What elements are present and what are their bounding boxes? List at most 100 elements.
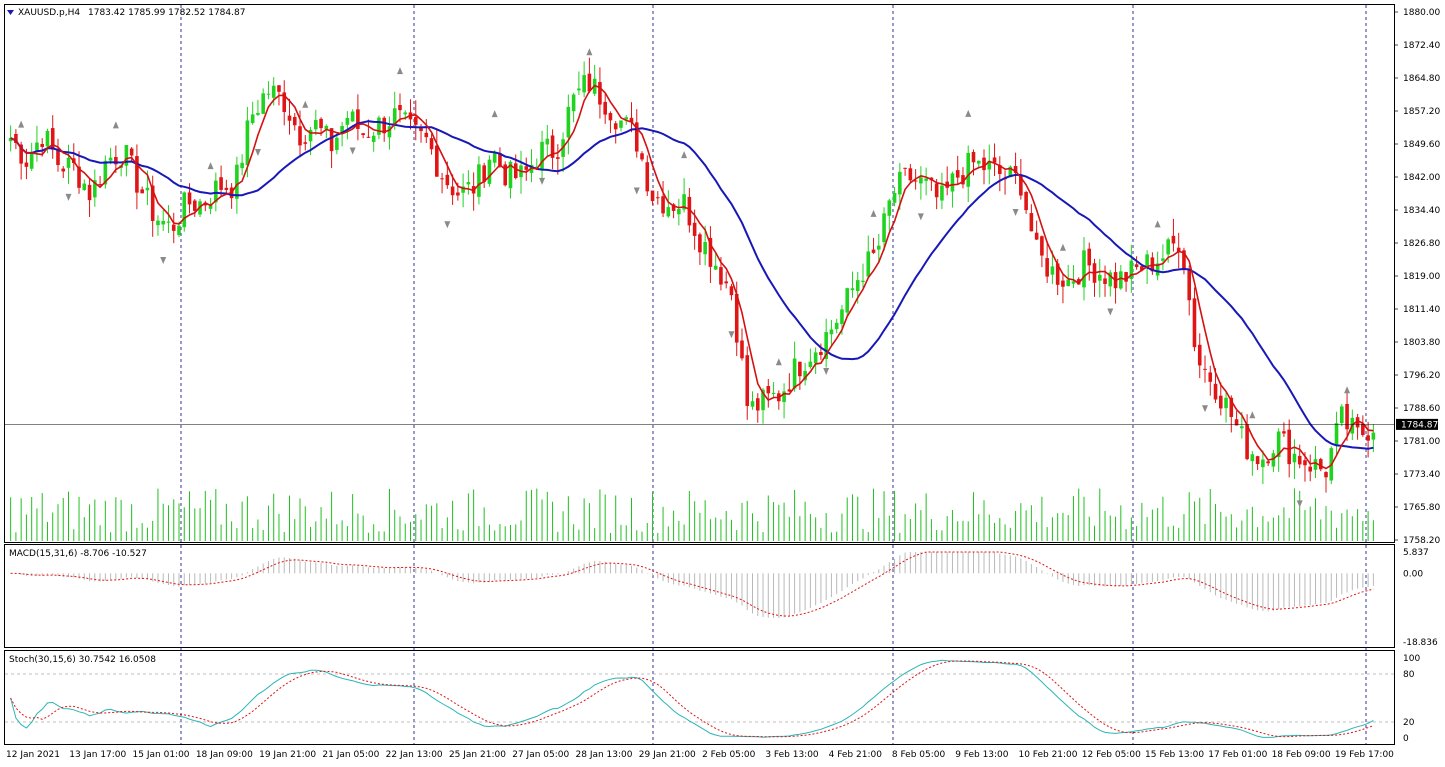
candle-body (403, 112, 408, 115)
candle-body (840, 309, 844, 324)
candle-body (250, 114, 255, 124)
candle-body (245, 120, 250, 166)
fractal-down-marker (1012, 208, 1019, 216)
candle-body (356, 109, 360, 129)
fractal-up-marker (112, 121, 119, 129)
candle-body (24, 162, 29, 167)
time-tick-label: 19 Jan 21:00 (259, 750, 316, 760)
candle-body (224, 187, 229, 190)
candle-body (1155, 263, 1160, 276)
fractal-markers (18, 48, 1351, 508)
candle-body (498, 153, 502, 167)
fractal-up-marker (586, 48, 593, 56)
time-tick-label: 10 Feb 21:00 (1018, 750, 1077, 760)
candle-body (1334, 423, 1339, 446)
candle-body (1029, 213, 1034, 232)
price-tick-label: 1849.60 (1403, 140, 1440, 150)
candle-body (282, 92, 287, 113)
time-tick-label: 8 Feb 05:00 (892, 750, 946, 760)
candle-body (256, 113, 260, 115)
candle-body (813, 352, 818, 364)
candle-body (619, 120, 623, 128)
candle-body (650, 190, 655, 202)
fractal-down-marker (1107, 308, 1114, 316)
time-tick-label: 3 Feb 13:00 (765, 750, 819, 760)
candle-body (766, 386, 771, 394)
candle-body (982, 157, 986, 171)
candle-body (603, 101, 607, 115)
candle-body (1208, 372, 1213, 382)
candle-body (303, 142, 308, 144)
candle-body (540, 141, 544, 171)
time-tick-label: 18 Jan 09:00 (196, 750, 253, 760)
candle-body (466, 182, 471, 185)
candle-body (556, 157, 560, 159)
candle-body (8, 138, 13, 142)
candle-body (214, 180, 218, 203)
candle-body (998, 165, 1002, 175)
candle-body (345, 117, 350, 125)
candle-body (1245, 424, 1249, 460)
candle-body (571, 94, 576, 112)
candle-body (671, 204, 676, 211)
price-axis: 1880.00 1872.40 1864.80 1857.20 1849.60 1842.… (1394, 8, 1440, 546)
candle-body (808, 361, 813, 368)
fractal-up-marker (491, 110, 498, 118)
fractal-up-marker (1249, 411, 1256, 419)
candle-body (950, 173, 955, 192)
candle-body (1061, 280, 1065, 287)
candle-body (477, 164, 481, 197)
macd-histogram (15, 552, 1374, 619)
candle-body (40, 143, 44, 147)
fractal-down-marker (539, 177, 546, 185)
candlesticks (8, 57, 1376, 493)
candle-body (913, 180, 918, 182)
candle-body (1019, 175, 1023, 196)
candle-body (661, 196, 665, 214)
candle-body (187, 192, 192, 205)
stoch-label: Stoch(30,15,6) 30.7542 16.0508 (9, 655, 156, 665)
fractal-down-marker (1296, 500, 1303, 508)
candle-body (1103, 278, 1107, 284)
candle-body (377, 117, 381, 135)
fractal-up-marker (1344, 386, 1351, 394)
candle-body (124, 145, 129, 166)
candle-body (682, 194, 686, 210)
candle-body (424, 132, 429, 138)
slow-moving-average-line (10, 120, 1374, 450)
price-tick-label: 1811.40 (1403, 305, 1440, 315)
fractal-up-marker (302, 100, 309, 108)
time-tick-label: 15 Feb 13:00 (1145, 750, 1204, 760)
candle-body (219, 177, 223, 190)
candle-body (850, 288, 855, 291)
candle-body (440, 178, 444, 180)
candle-body (745, 355, 750, 406)
candle-body (1045, 258, 1049, 277)
candle-body (1140, 266, 1144, 271)
candle-body (966, 152, 971, 187)
candle-body (524, 166, 529, 170)
chart-menu-icon[interactable] (7, 10, 14, 15)
symbol-label: XAUUSD.p,H4 (18, 8, 80, 18)
candle-body (534, 166, 539, 168)
candle-body (292, 117, 297, 126)
time-tick-label: 25 Jan 21:00 (449, 750, 506, 760)
candle-body (1176, 247, 1181, 253)
candle-body (156, 220, 160, 226)
candle-body (1008, 166, 1013, 178)
candle-body (934, 183, 939, 198)
candle-body (1203, 368, 1207, 370)
candle-body (1082, 250, 1086, 288)
candle-body (1271, 453, 1276, 467)
candle-body (277, 85, 281, 92)
candle-body (235, 164, 239, 199)
price-tick-label: 1788.60 (1403, 404, 1440, 414)
candle-body (108, 157, 113, 161)
macd-label: MACD(15,31,6) -8.706 -10.527 (9, 549, 147, 559)
candle-body (87, 184, 92, 201)
candle-body (129, 148, 134, 156)
candle-body (1087, 248, 1092, 266)
time-tick-label: 2 Feb 05:00 (702, 750, 756, 760)
time-tick-label: 29 Jan 21:00 (639, 750, 696, 760)
